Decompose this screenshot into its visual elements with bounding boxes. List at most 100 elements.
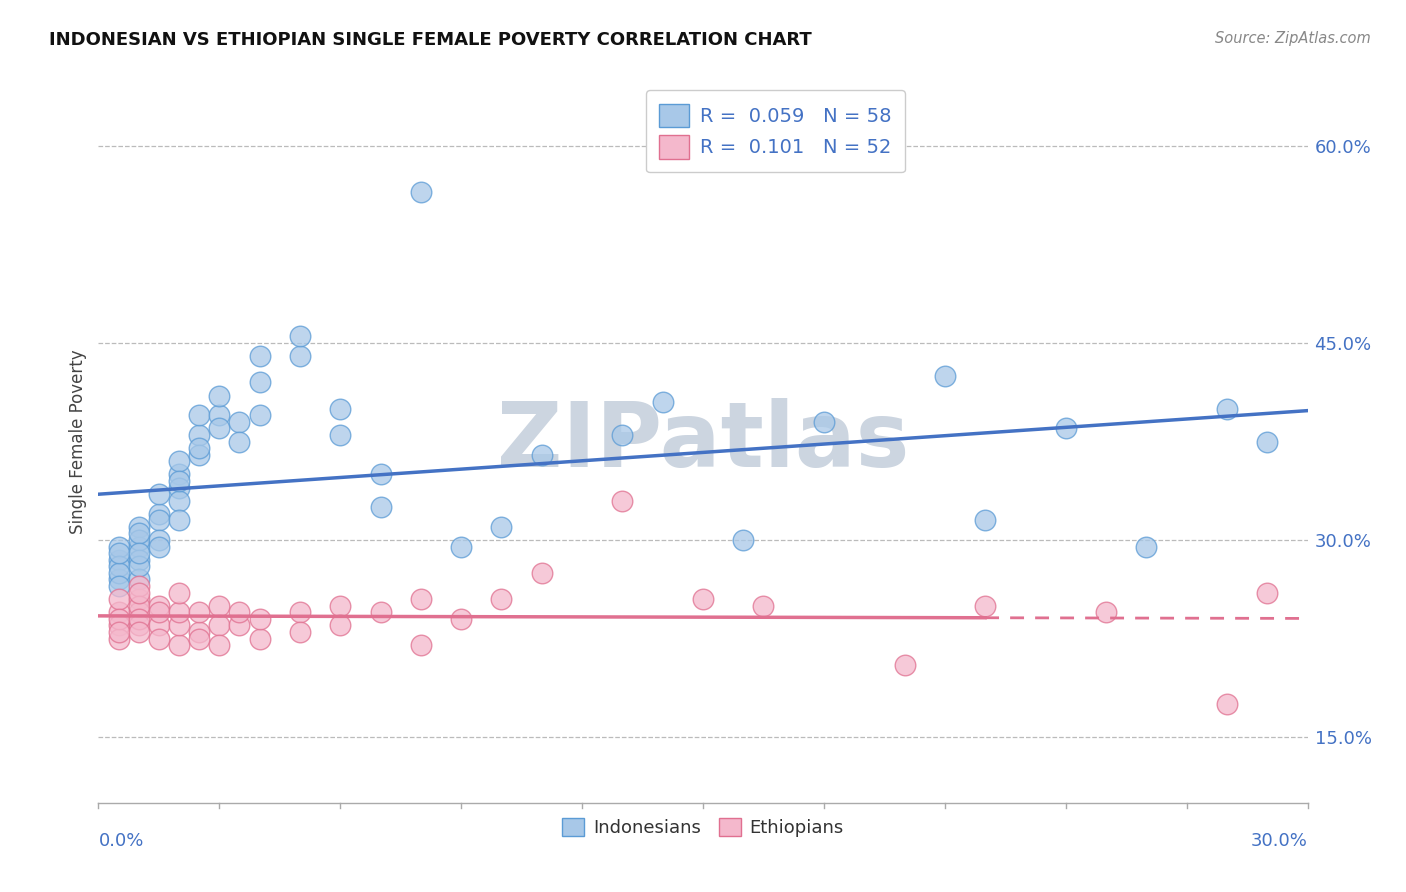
Point [167, 474, 190, 488]
Point [167, 493, 190, 508]
Point [107, 612, 129, 626]
Point [249, 349, 271, 363]
Point [692, 592, 714, 607]
Text: Source: ZipAtlas.com: Source: ZipAtlas.com [1215, 31, 1371, 46]
Point [934, 368, 956, 383]
Point [752, 599, 775, 613]
Point [148, 599, 170, 613]
Point [128, 573, 150, 587]
Text: 30.0%: 30.0% [1251, 831, 1308, 850]
Point [167, 467, 190, 482]
Point [128, 579, 150, 593]
Point [167, 618, 190, 632]
Point [148, 487, 170, 501]
Point [128, 520, 150, 534]
Point [167, 638, 190, 652]
Point [370, 500, 392, 515]
Point [167, 605, 190, 619]
Point [148, 618, 170, 632]
Point [329, 428, 352, 442]
Point [148, 540, 170, 554]
Point [167, 585, 190, 599]
Point [148, 605, 170, 619]
Point [107, 625, 129, 640]
Point [208, 599, 231, 613]
Point [1256, 585, 1278, 599]
Point [107, 566, 129, 580]
Point [450, 540, 472, 554]
Point [167, 481, 190, 495]
Point [188, 448, 211, 462]
Point [974, 513, 997, 527]
Y-axis label: Single Female Poverty: Single Female Poverty [69, 350, 87, 533]
Point [409, 638, 432, 652]
Point [107, 618, 129, 632]
Point [188, 632, 211, 646]
Point [148, 632, 170, 646]
Point [974, 599, 997, 613]
Legend: Indonesians, Ethiopians: Indonesians, Ethiopians [555, 811, 851, 845]
Point [208, 388, 231, 402]
Point [167, 454, 190, 468]
Point [329, 401, 352, 416]
Point [370, 605, 392, 619]
Point [1054, 421, 1077, 435]
Point [329, 599, 352, 613]
Point [491, 592, 513, 607]
Point [651, 395, 673, 409]
Point [107, 559, 129, 574]
Point [188, 409, 211, 423]
Point [208, 638, 231, 652]
Point [1095, 605, 1118, 619]
Point [107, 632, 129, 646]
Point [107, 553, 129, 567]
Point [128, 599, 150, 613]
Point [188, 428, 211, 442]
Point [893, 657, 915, 672]
Point [107, 579, 129, 593]
Text: INDONESIAN VS ETHIOPIAN SINGLE FEMALE POVERTY CORRELATION CHART: INDONESIAN VS ETHIOPIAN SINGLE FEMALE PO… [49, 31, 811, 49]
Point [409, 592, 432, 607]
Point [128, 618, 150, 632]
Point [107, 546, 129, 560]
Text: ZIPatlas: ZIPatlas [496, 398, 910, 485]
Point [148, 507, 170, 521]
Point [1256, 434, 1278, 449]
Point [107, 540, 129, 554]
Point [228, 434, 250, 449]
Point [288, 625, 311, 640]
Point [167, 513, 190, 527]
Point [107, 573, 129, 587]
Point [128, 605, 150, 619]
Point [208, 618, 231, 632]
Point [530, 566, 553, 580]
Point [148, 533, 170, 547]
Point [249, 376, 271, 390]
Point [228, 605, 250, 619]
Point [188, 605, 211, 619]
Point [249, 632, 271, 646]
Point [370, 467, 392, 482]
Point [228, 618, 250, 632]
Point [128, 592, 150, 607]
Point [107, 592, 129, 607]
Point [128, 546, 150, 560]
Point [329, 618, 352, 632]
Point [813, 415, 835, 429]
Point [612, 428, 634, 442]
Point [450, 612, 472, 626]
Point [228, 415, 250, 429]
Point [288, 605, 311, 619]
Point [208, 421, 231, 435]
Point [249, 409, 271, 423]
Point [288, 349, 311, 363]
Point [128, 526, 150, 541]
Point [1135, 540, 1157, 554]
Point [612, 493, 634, 508]
Point [128, 625, 150, 640]
Point [288, 329, 311, 343]
Point [148, 513, 170, 527]
Point [530, 448, 553, 462]
Point [128, 540, 150, 554]
Point [188, 441, 211, 455]
